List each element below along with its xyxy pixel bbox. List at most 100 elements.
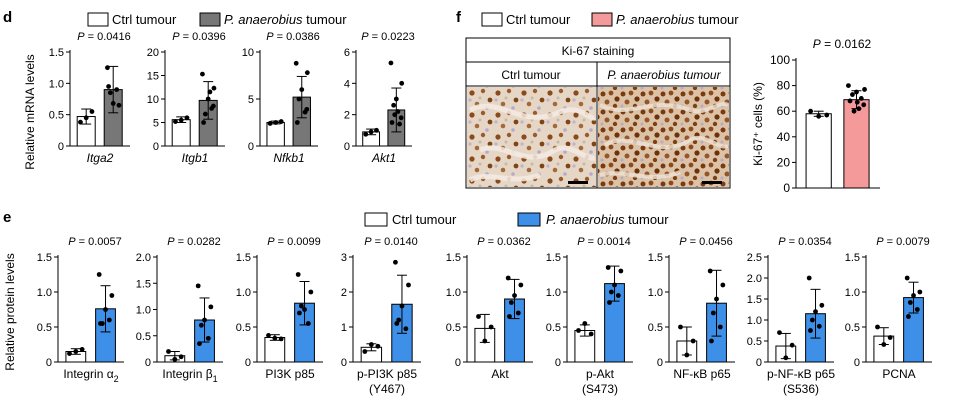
p-value-label: P = 0.0396: [172, 31, 226, 43]
data-point: [374, 127, 379, 133]
data-point: [707, 268, 713, 274]
data-point: [396, 317, 402, 323]
data-point: [397, 121, 402, 127]
data-point: [67, 351, 72, 356]
y-tick-label: 20: [777, 155, 791, 169]
y-tick-label: 1.5: [648, 252, 663, 264]
legend-f-ctrl-swatch: [481, 12, 503, 27]
data-point: [173, 119, 178, 124]
data-point: [906, 314, 911, 319]
data-point: [202, 317, 207, 323]
y-tick-label: 0: [46, 357, 52, 369]
y-tick-label: 2.0: [747, 273, 762, 285]
data-point: [806, 275, 812, 281]
data-point: [278, 336, 284, 342]
data-point: [195, 283, 201, 289]
ctrl-tissue-image: [467, 87, 596, 187]
y-tick-label: 1.5: [136, 278, 151, 290]
y-tick-label: 5: [248, 94, 254, 106]
data-point: [393, 259, 398, 265]
legend-f-treat-label: P. anaerobius tumour: [616, 12, 739, 27]
data-point: [618, 268, 624, 274]
data-point: [278, 119, 284, 124]
chart-nfkb1: 0 5 10 P = 0.0386 Nfkb1: [242, 31, 320, 165]
chart-itga2: 0 0.5 1.0 1.5 P = 0.0416 Itga2: [49, 31, 131, 165]
y-tick-label: 1.0: [236, 287, 251, 299]
data-point: [375, 343, 381, 349]
micrograph: Ki-67 staining Ctrl tumour P. anaerobius…: [465, 37, 731, 189]
y-tick-label: 10: [242, 47, 254, 59]
data-point: [512, 293, 517, 298]
y-tick-label: 80: [777, 79, 791, 93]
data-point: [917, 289, 923, 295]
data-point: [178, 354, 184, 360]
data-point: [887, 335, 893, 340]
y-tick-label: 40: [777, 130, 791, 144]
y-tick-label: 1.0: [446, 287, 461, 299]
p-value-label: P = 0.0140: [364, 236, 418, 248]
y-tick-label: 0.5: [845, 322, 860, 334]
data-point: [106, 84, 111, 89]
data-point: [605, 265, 611, 270]
data-point: [83, 115, 89, 121]
data-point: [875, 324, 880, 330]
panel-e-ylabel: Relative protein levels: [3, 253, 17, 370]
y-tick-label: 0.5: [648, 322, 663, 334]
chart-integrin-b1: 0 0.5 1.0 1.5 2.0 P = 0.0282 Integrin β1: [136, 236, 223, 384]
y-tick-label: 20: [147, 47, 159, 59]
y-tick-label: 1.5: [446, 252, 461, 264]
y-tick-label: 0: [783, 181, 790, 195]
y-tick-label: 60: [777, 104, 791, 118]
data-point: [819, 302, 825, 308]
y-tick-label: 1: [341, 322, 347, 334]
y-tick-label: 1.5: [845, 252, 860, 264]
x-axis-label: Itga2: [87, 151, 114, 165]
data-point: [717, 324, 723, 330]
chart-akt1: 0 2 4 6 P = 0.0223 Akt1: [344, 31, 415, 165]
y-tick-label: 1.5: [546, 252, 561, 264]
data-point: [172, 356, 178, 362]
data-point: [394, 321, 400, 326]
y-tick-label: 1.5: [49, 47, 64, 59]
chart-p-pi3k-p85: 0 1 2 3 P = 0.0140 p-PI3K p85(Y467): [341, 236, 421, 396]
p-value-label: P = 0.0099: [267, 236, 321, 248]
y-tick-label: 0.5: [546, 322, 561, 334]
data-point: [862, 87, 867, 92]
x-axis-label: Nfkb1: [273, 151, 304, 165]
data-point: [391, 102, 397, 108]
data-point: [202, 111, 208, 117]
data-point: [851, 108, 857, 114]
y-tick-label: 0: [341, 357, 347, 369]
data-point: [110, 100, 116, 106]
y-tick-label: 1.0: [546, 287, 561, 299]
data-point: [846, 83, 851, 88]
treat-scale-bar: [702, 181, 722, 184]
data-point: [914, 307, 920, 312]
micrograph-header: Ki-67 staining: [562, 44, 635, 58]
data-point: [304, 106, 310, 112]
data-point: [294, 120, 300, 125]
data-point: [690, 338, 696, 344]
chart-nf-kb-p65: 0 0.5 1.0 1.5 P = 0.0456 NF-κB p65: [648, 236, 735, 381]
y-tick-label: 0.5: [446, 322, 461, 334]
data-point: [847, 98, 853, 104]
data-point: [856, 106, 862, 112]
treat-tissue-stroma: [599, 102, 730, 180]
chart-akt: 0 0.5 1.0 1.5 P = 0.0362 Akt: [446, 236, 533, 381]
p-value-label: P = 0.0079: [876, 236, 930, 248]
data-point: [684, 352, 690, 358]
data-point: [854, 89, 859, 95]
data-point: [482, 338, 488, 344]
y-tick-label: 0.5: [49, 110, 64, 122]
data-point: [710, 310, 716, 316]
data-point: [403, 326, 409, 332]
data-point: [399, 80, 405, 86]
y-tick-label: 0: [145, 357, 151, 369]
data-point: [505, 275, 511, 281]
p-value-label: P = 0.0014: [577, 236, 631, 248]
data-point: [208, 304, 214, 310]
data-point: [607, 300, 612, 305]
x-axis-label: p-Akt: [586, 367, 615, 381]
y-tick-label: 2: [341, 287, 347, 299]
p-value-label: P = 0.0354: [778, 236, 832, 248]
